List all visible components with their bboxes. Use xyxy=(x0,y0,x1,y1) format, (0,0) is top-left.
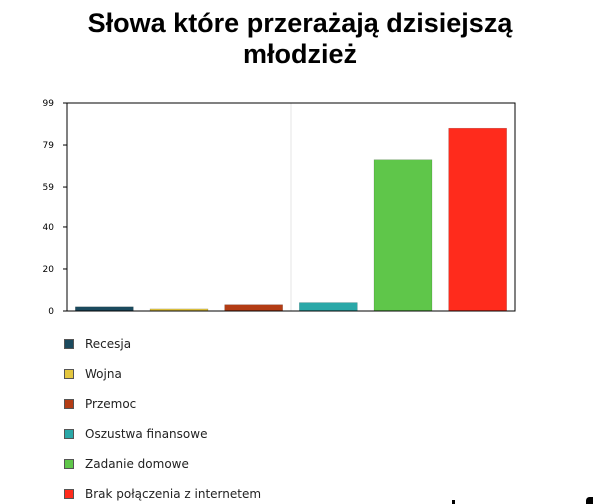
y-tick-label: 0 xyxy=(48,307,54,317)
legend-item: Oszustwa finansowe xyxy=(64,426,444,442)
bar xyxy=(448,127,507,312)
y-tick-label: 99 xyxy=(43,99,55,109)
legend-label: Recesja xyxy=(85,337,132,351)
legend-swatch xyxy=(64,369,74,379)
legend-item: Przemoc xyxy=(64,396,444,412)
legend-item: Zadanie domowe xyxy=(64,456,444,472)
y-tick-label: 59 xyxy=(43,183,55,193)
legend-label: Wojna xyxy=(85,367,122,381)
bar xyxy=(224,304,283,312)
legend-item: Recesja xyxy=(64,336,444,352)
bar xyxy=(373,159,433,312)
legend-swatch xyxy=(64,399,74,409)
y-tick-label: 40 xyxy=(43,223,55,233)
legend-swatch xyxy=(64,339,74,349)
bar xyxy=(299,302,358,312)
legend-label: Oszustwa finansowe xyxy=(85,427,208,441)
y-tick-label: 79 xyxy=(43,141,55,151)
legend-item: Wojna xyxy=(64,366,444,382)
page-bottom-mark xyxy=(452,500,455,504)
bar xyxy=(75,306,134,312)
legend-item: Brak połączenia z internetem xyxy=(64,486,444,502)
legend-label: Brak połączenia z internetem xyxy=(85,487,262,501)
legend-swatch xyxy=(64,429,74,439)
plot-frame xyxy=(66,102,516,312)
chart-title: Słowa które przerażają dzisiejszą młodzi… xyxy=(87,8,513,69)
legend-label: Przemoc xyxy=(85,397,137,411)
page-corner-mark xyxy=(586,497,593,504)
legend-swatch xyxy=(64,459,74,469)
y-tick-label: 20 xyxy=(43,265,55,275)
legend-swatch xyxy=(64,489,74,499)
legend-label: Zadanie domowe xyxy=(85,457,189,471)
